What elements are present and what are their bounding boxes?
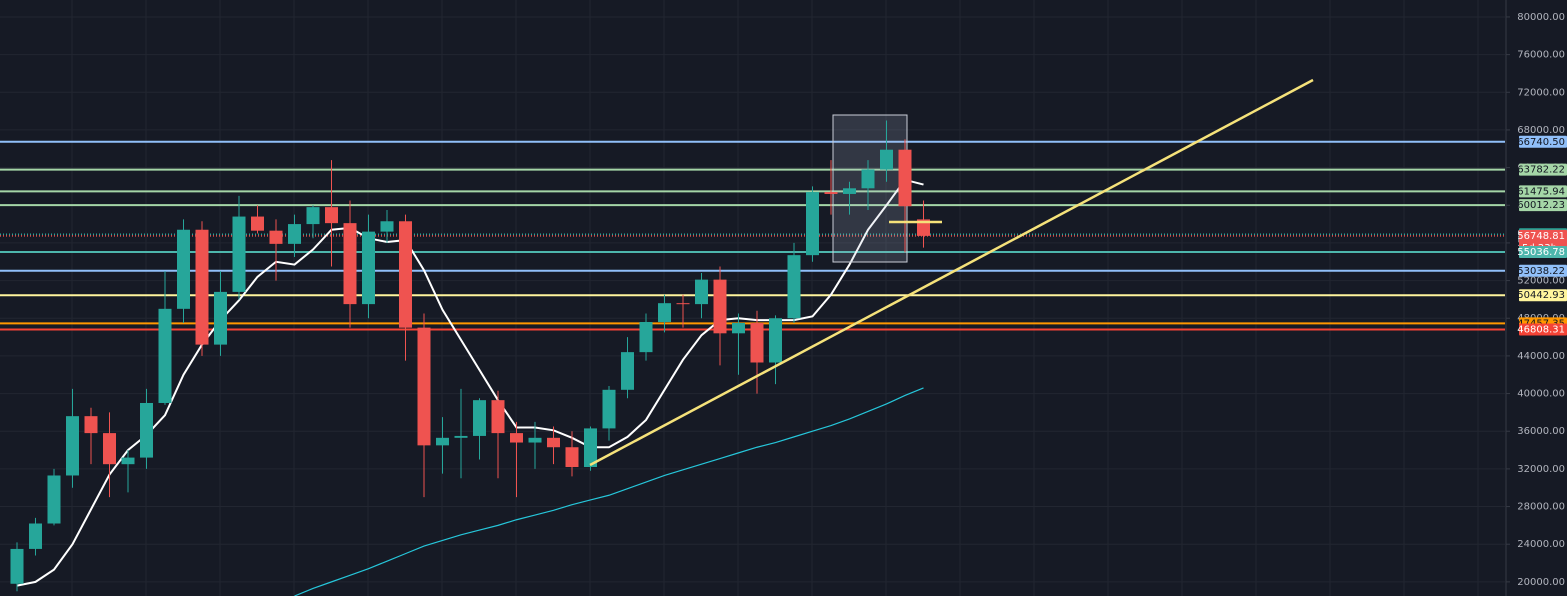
- moving-average: [294, 387, 924, 596]
- candle-body: [417, 327, 431, 446]
- candle-body: [787, 255, 801, 319]
- candle-body: [621, 352, 634, 390]
- candle-body: [325, 207, 338, 224]
- candle-body: [399, 221, 412, 328]
- price-badges: 66740.5063782.2261475.9460012.2356918.17…: [1517, 135, 1567, 336]
- candle-body: [713, 279, 727, 334]
- candle-body: [288, 224, 301, 244]
- candle-body: [602, 389, 616, 429]
- price-badge: [1519, 323, 1567, 336]
- y-tick-label: 28000.00: [1517, 502, 1565, 513]
- vertical-grid: [71, 0, 1479, 596]
- y-tick-label: 24000.00: [1517, 539, 1565, 550]
- candle-body: [917, 219, 930, 236]
- candle-body: [824, 192, 838, 194]
- trendline: [589, 78, 1314, 467]
- price-badge: [1519, 185, 1567, 198]
- candle-body: [861, 169, 875, 189]
- candle-body: [177, 229, 190, 309]
- candle-body: [898, 149, 912, 207]
- candle-body: [140, 402, 153, 458]
- price-badge-label: 53038.22: [1517, 266, 1565, 277]
- price-badge: [1519, 163, 1567, 176]
- price-badge: [1519, 289, 1567, 302]
- y-tick-label: 44000.00: [1517, 351, 1565, 362]
- price-badge-label: 61475.94: [1517, 186, 1565, 197]
- price-badge: [1519, 264, 1567, 277]
- candle-body: [121, 457, 135, 465]
- price-badge-label: 55036.78: [1517, 247, 1565, 258]
- candle-body: [806, 192, 819, 256]
- candle-body: [565, 447, 579, 468]
- candle-body: [158, 308, 172, 403]
- candle-body: [343, 223, 357, 305]
- y-tick-label: 72000.00: [1517, 87, 1565, 98]
- price-badge: [1519, 245, 1567, 258]
- candle-body: [658, 303, 671, 323]
- y-tick-label: 20000.00: [1517, 577, 1565, 588]
- y-tick-label: 32000.00: [1517, 464, 1565, 475]
- price-badge-label: 60012.23: [1517, 200, 1565, 211]
- price-badge-label: 50442.93: [1517, 290, 1565, 301]
- candle-body: [880, 149, 893, 170]
- candle-body: [732, 322, 745, 334]
- candle-body: [84, 416, 98, 434]
- candle-body: [584, 428, 597, 468]
- candle-body: [306, 207, 320, 225]
- candle-body: [769, 318, 782, 363]
- candle-body: [362, 231, 375, 305]
- y-tick-label: 52000.00: [1517, 276, 1565, 287]
- candle-body: [843, 188, 856, 194]
- candle-body: [232, 216, 246, 292]
- candle-body: [195, 229, 209, 345]
- y-tick-label: 68000.00: [1517, 125, 1565, 136]
- candle-body: [103, 433, 116, 465]
- candle-body: [214, 291, 227, 345]
- y-tick-label: 80000.00: [1517, 12, 1565, 23]
- candle-body: [380, 221, 394, 232]
- candle-body: [510, 433, 523, 443]
- candle-body: [547, 437, 560, 448]
- y-tick-label: 40000.00: [1517, 389, 1565, 400]
- candle-body: [454, 435, 468, 438]
- candles: [10, 120, 930, 592]
- candle-body: [491, 400, 505, 434]
- price-badge-label: 66740.50: [1517, 137, 1565, 148]
- levels: [0, 140, 1505, 331]
- candle-body: [251, 216, 264, 231]
- candle-body: [695, 279, 708, 305]
- candle-body: [29, 523, 42, 549]
- y-tick-label: 76000.00: [1517, 50, 1565, 61]
- candle-body: [639, 322, 653, 353]
- candle-body: [269, 230, 283, 244]
- candle-body: [436, 437, 449, 446]
- candle-body: [66, 416, 79, 476]
- price-badge-label: 46808.31: [1517, 324, 1565, 335]
- price-badge-label: 56748.81: [1517, 231, 1565, 242]
- candle-body: [47, 475, 61, 524]
- price-badge: [1519, 135, 1567, 148]
- candle-body: [750, 322, 764, 363]
- y-tick-label: 36000.00: [1517, 426, 1565, 437]
- price-badge: [1519, 199, 1567, 212]
- candle-body: [10, 548, 24, 584]
- candle-body: [473, 400, 486, 436]
- candle-body: [528, 437, 542, 443]
- candle-body: [676, 303, 690, 305]
- price-badge-label: 63782.22: [1517, 165, 1565, 176]
